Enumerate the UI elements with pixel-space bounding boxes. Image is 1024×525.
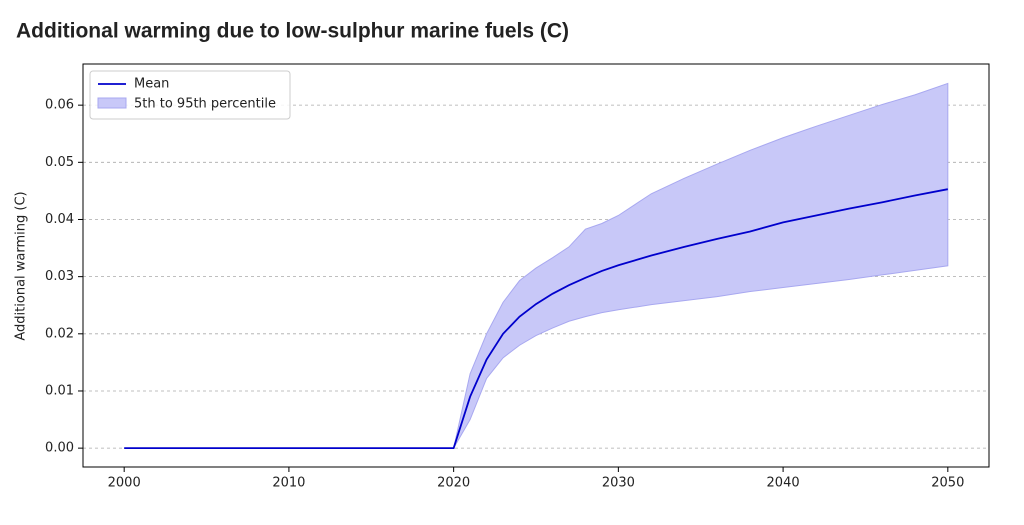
y-tick-label: 0.02 bbox=[45, 326, 74, 341]
y-axis-label: Additional warming (C) bbox=[14, 191, 29, 340]
band bbox=[124, 82, 949, 449]
y-tick-label: 0.03 bbox=[45, 269, 74, 284]
legend-label: Mean bbox=[134, 77, 169, 92]
x-tick-label: 2010 bbox=[272, 476, 305, 491]
y-tick-label: 0.05 bbox=[45, 155, 74, 170]
legend-label: 5th to 95th percentile bbox=[134, 97, 276, 112]
y-tick-label: 0.04 bbox=[45, 212, 74, 227]
x-tick-label: 2020 bbox=[437, 476, 470, 491]
legend-box bbox=[89, 70, 291, 120]
plot-frame bbox=[82, 63, 990, 468]
y-tick-label: 0.06 bbox=[45, 98, 74, 113]
x-tick-label: 2000 bbox=[108, 476, 141, 491]
y-tick-label: 0.00 bbox=[45, 441, 74, 456]
chart-title: Additional warming due to low-sulphur ma… bbox=[16, 20, 569, 43]
x-tick-label: 2030 bbox=[602, 476, 635, 491]
x-tick-label: 2040 bbox=[767, 476, 800, 491]
line bbox=[124, 188, 948, 450]
legend-swatch bbox=[97, 97, 127, 109]
y-tick-label: 0.01 bbox=[45, 383, 74, 398]
x-tick-label: 2050 bbox=[931, 476, 964, 491]
